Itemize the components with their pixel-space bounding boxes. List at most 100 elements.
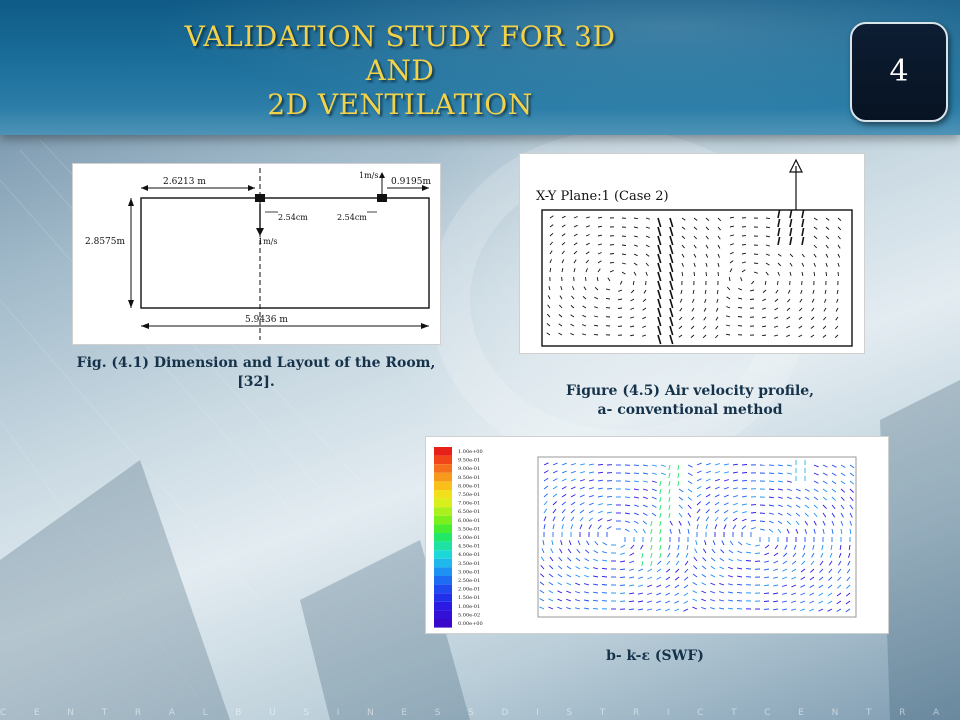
flow-vector	[749, 298, 755, 300]
flow-vector	[789, 236, 793, 246]
flow-vector	[837, 584, 842, 589]
flow-vector	[693, 253, 697, 258]
flow-vector	[687, 472, 693, 476]
flow-vector	[705, 509, 710, 514]
flow-vector	[549, 224, 554, 228]
flow-vector	[693, 556, 698, 562]
flow-vector	[741, 479, 748, 482]
flow-vector	[640, 544, 644, 550]
legend-swatch	[434, 507, 452, 516]
flow-vector	[570, 478, 576, 482]
flow-vector	[546, 323, 551, 327]
flow-vector	[558, 304, 563, 309]
flow-vector	[741, 261, 746, 264]
legend-value-label: 2.50e-01	[458, 578, 480, 584]
flow-vector	[728, 277, 731, 282]
flow-vector	[831, 472, 837, 476]
flow-vector	[759, 528, 766, 531]
flow-vector	[804, 520, 809, 526]
flow-vector	[606, 488, 613, 490]
flow-vector	[579, 471, 585, 474]
flow-vector	[585, 242, 590, 246]
legend-value-label: 1.00e+00	[458, 449, 483, 455]
flow-vector	[729, 243, 734, 246]
flow-vector	[638, 584, 644, 587]
flow-vector	[831, 496, 836, 501]
flow-vector	[847, 552, 851, 558]
flow-vector	[729, 216, 734, 219]
flow-vector	[837, 235, 841, 240]
flow-vector	[638, 608, 644, 611]
figure2-caption-line-1: Figure (4.5) Air velocity profile,	[565, 383, 815, 399]
flow-vector	[588, 471, 594, 474]
flow-vector	[737, 567, 743, 570]
flow-vector	[651, 504, 657, 508]
flow-vector	[657, 244, 662, 255]
flow-vector	[813, 262, 816, 267]
flow-vector	[795, 504, 801, 508]
flow-vector	[825, 253, 829, 258]
flow-vector	[737, 550, 743, 554]
legend-value-label: 9.00e-01	[458, 466, 480, 472]
flow-vector	[800, 568, 806, 573]
flow-vector	[736, 600, 743, 602]
flow-vector	[678, 520, 682, 526]
flow-vector	[786, 504, 792, 508]
flow-vector	[723, 479, 729, 482]
flow-vector	[678, 316, 683, 321]
flow-vector	[838, 560, 842, 566]
flow-vector	[810, 560, 815, 566]
flow-vector	[791, 600, 797, 603]
flow-vector	[676, 552, 680, 558]
flow-vector	[650, 552, 653, 559]
flow-vector	[667, 552, 671, 558]
flow-vector	[705, 478, 711, 482]
flow-vector	[597, 234, 603, 237]
flow-vector	[681, 226, 686, 230]
flow-vector	[570, 305, 575, 309]
flow-vector	[656, 568, 662, 573]
flow-vector	[570, 314, 575, 318]
flow-vector	[579, 494, 585, 498]
velocity-profile-kepsilon-figure: 1.00e+00 9.50e-01 9.00e-01 8.50e-01 8.00e-01…	[425, 436, 889, 634]
flow-vector	[789, 271, 792, 276]
flow-vector	[822, 464, 828, 468]
flow-vector	[765, 235, 771, 238]
slide-title-line-1: VALIDATION STUDY FOR 3D AND	[184, 20, 616, 87]
flow-vector	[800, 608, 806, 612]
flow-vector	[773, 568, 779, 572]
flow-vector	[573, 216, 578, 219]
flow-vector	[552, 462, 558, 466]
flow-vector	[818, 592, 824, 596]
flow-vector	[641, 552, 644, 559]
flow-vector	[560, 540, 563, 546]
flow-vector	[633, 496, 639, 499]
flow-vector	[669, 253, 674, 264]
flow-vector	[647, 592, 653, 595]
flow-vector	[585, 276, 587, 282]
flow-vector	[579, 509, 585, 514]
flow-vector	[836, 289, 839, 294]
flow-vector	[819, 560, 824, 566]
flow-vector	[552, 478, 558, 482]
flow-vector	[849, 480, 855, 485]
room-height-label: 2.8575m	[85, 237, 125, 247]
flow-vector	[717, 217, 722, 222]
flow-vector	[849, 520, 853, 526]
flow-vector	[741, 464, 748, 466]
flow-vector	[834, 325, 839, 330]
flow-vector	[597, 260, 602, 264]
flow-vector	[801, 236, 805, 246]
flow-vector	[552, 508, 557, 514]
flow-vector	[651, 464, 658, 467]
flow-vector	[825, 271, 828, 277]
flow-vector	[827, 608, 833, 612]
flow-vector	[633, 488, 639, 491]
flow-vector	[632, 280, 635, 285]
velocity-color-legend: 1.00e+00 9.50e-01 9.00e-01 8.50e-01 8.00e-01…	[434, 447, 483, 628]
flow-vector	[809, 568, 815, 573]
flow-vector	[657, 253, 662, 264]
flow-vector	[546, 313, 551, 318]
flow-vector	[692, 565, 698, 570]
flow-vector	[561, 224, 566, 228]
